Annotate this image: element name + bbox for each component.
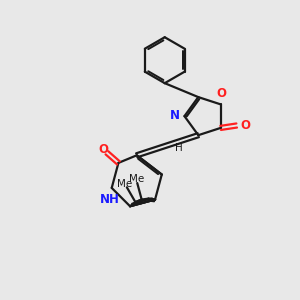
Text: O: O <box>99 143 109 156</box>
Text: Me: Me <box>129 174 144 184</box>
Text: H: H <box>175 143 183 153</box>
Text: O: O <box>217 87 227 100</box>
Text: O: O <box>240 119 250 132</box>
Text: N: N <box>170 109 180 122</box>
Text: NH: NH <box>99 193 119 206</box>
Text: Me: Me <box>117 179 133 189</box>
